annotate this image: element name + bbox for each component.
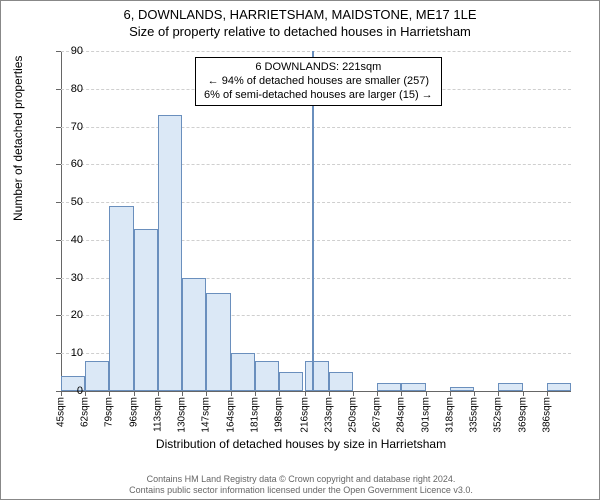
- footer-line2: Contains public sector information licen…: [1, 485, 600, 496]
- xtick-label: 147sqm: [201, 397, 212, 433]
- xtick-label: 335sqm: [469, 397, 480, 433]
- xtick-mark: [353, 391, 354, 396]
- xtick-mark: [85, 391, 86, 396]
- xtick-mark: [134, 391, 135, 396]
- histogram-bar: [305, 361, 329, 391]
- xtick-label: 130sqm: [177, 397, 188, 433]
- histogram-bar: [134, 229, 158, 391]
- ytick-label: 70: [43, 121, 83, 133]
- xtick-mark: [401, 391, 402, 396]
- histogram-bar: [255, 361, 279, 391]
- ytick-label: 0: [43, 385, 83, 397]
- ytick-label: 10: [43, 347, 83, 359]
- xtick-mark: [450, 391, 451, 396]
- ytick-label: 60: [43, 158, 83, 170]
- histogram-bar: [206, 293, 230, 391]
- histogram-bar: [85, 361, 109, 391]
- histogram-bar: [498, 383, 522, 391]
- xtick-mark: [305, 391, 306, 396]
- xtick-mark: [255, 391, 256, 396]
- chart-container: 6, DOWNLANDS, HARRIETSHAM, MAIDSTONE, ME…: [0, 0, 600, 500]
- annotation-box: 6 DOWNLANDS: 221sqm← 94% of detached hou…: [195, 57, 442, 106]
- xtick-label: 386sqm: [541, 397, 552, 433]
- xtick-label: 369sqm: [517, 397, 528, 433]
- xtick-label: 181sqm: [249, 397, 260, 433]
- ytick-label: 90: [43, 45, 83, 57]
- plot-region: 45sqm62sqm79sqm96sqm113sqm130sqm147sqm16…: [61, 51, 571, 391]
- grid-line: [61, 164, 571, 165]
- xtick-label: 216sqm: [299, 397, 310, 433]
- xtick-label: 284sqm: [396, 397, 407, 433]
- xtick-mark: [231, 391, 232, 396]
- grid-line: [61, 202, 571, 203]
- histogram-bar: [109, 206, 133, 391]
- title-line2: Size of property relative to detached ho…: [1, 24, 599, 41]
- ytick-label: 40: [43, 234, 83, 246]
- footer: Contains HM Land Registry data © Crown c…: [1, 474, 600, 497]
- y-axis-line: [61, 51, 62, 391]
- xtick-mark: [474, 391, 475, 396]
- xtick-label: 79sqm: [104, 397, 115, 427]
- histogram-bar: [158, 115, 182, 391]
- x-axis-line: [61, 391, 571, 392]
- histogram-bar: [377, 383, 401, 391]
- x-axis-label: Distribution of detached houses by size …: [1, 437, 600, 451]
- xtick-label: 318sqm: [444, 397, 455, 433]
- chart-area: 45sqm62sqm79sqm96sqm113sqm130sqm147sqm16…: [61, 51, 571, 391]
- xtick-label: 198sqm: [273, 397, 284, 433]
- xtick-mark: [329, 391, 330, 396]
- ytick-label: 80: [43, 83, 83, 95]
- xtick-mark: [523, 391, 524, 396]
- xtick-label: 250sqm: [348, 397, 359, 433]
- histogram-bar: [231, 353, 255, 391]
- xtick-mark: [377, 391, 378, 396]
- xtick-mark: [158, 391, 159, 396]
- xtick-label: 267sqm: [372, 397, 383, 433]
- xtick-mark: [426, 391, 427, 396]
- xtick-mark: [182, 391, 183, 396]
- histogram-bar: [450, 387, 474, 391]
- histogram-bar: [279, 372, 303, 391]
- xtick-label: 164sqm: [225, 397, 236, 433]
- histogram-bar: [401, 383, 425, 391]
- ytick-label: 50: [43, 196, 83, 208]
- xtick-mark: [279, 391, 280, 396]
- xtick-mark: [547, 391, 548, 396]
- footer-line1: Contains HM Land Registry data © Crown c…: [1, 474, 600, 485]
- title-block: 6, DOWNLANDS, HARRIETSHAM, MAIDSTONE, ME…: [1, 1, 599, 41]
- grid-line: [61, 127, 571, 128]
- annotation-line1: 6 DOWNLANDS: 221sqm: [204, 61, 433, 75]
- xtick-label: 352sqm: [493, 397, 504, 433]
- xtick-label: 45sqm: [56, 397, 67, 427]
- y-axis-label: Number of detached properties: [11, 56, 25, 221]
- histogram-bar: [182, 278, 206, 391]
- annotation-line2: ← 94% of detached houses are smaller (25…: [204, 75, 433, 89]
- xtick-label: 62sqm: [80, 397, 91, 427]
- annotation-line3: 6% of semi-detached houses are larger (1…: [204, 89, 433, 103]
- ytick-label: 30: [43, 272, 83, 284]
- xtick-mark: [109, 391, 110, 396]
- xtick-label: 113sqm: [152, 397, 163, 432]
- title-line1: 6, DOWNLANDS, HARRIETSHAM, MAIDSTONE, ME…: [1, 7, 599, 24]
- grid-line: [61, 51, 571, 52]
- xtick-label: 233sqm: [323, 397, 334, 433]
- xtick-mark: [206, 391, 207, 396]
- xtick-label: 301sqm: [420, 397, 431, 433]
- xtick-label: 96sqm: [128, 397, 139, 427]
- histogram-bar: [547, 383, 571, 391]
- ytick-label: 20: [43, 309, 83, 321]
- xtick-mark: [498, 391, 499, 396]
- histogram-bar: [329, 372, 353, 391]
